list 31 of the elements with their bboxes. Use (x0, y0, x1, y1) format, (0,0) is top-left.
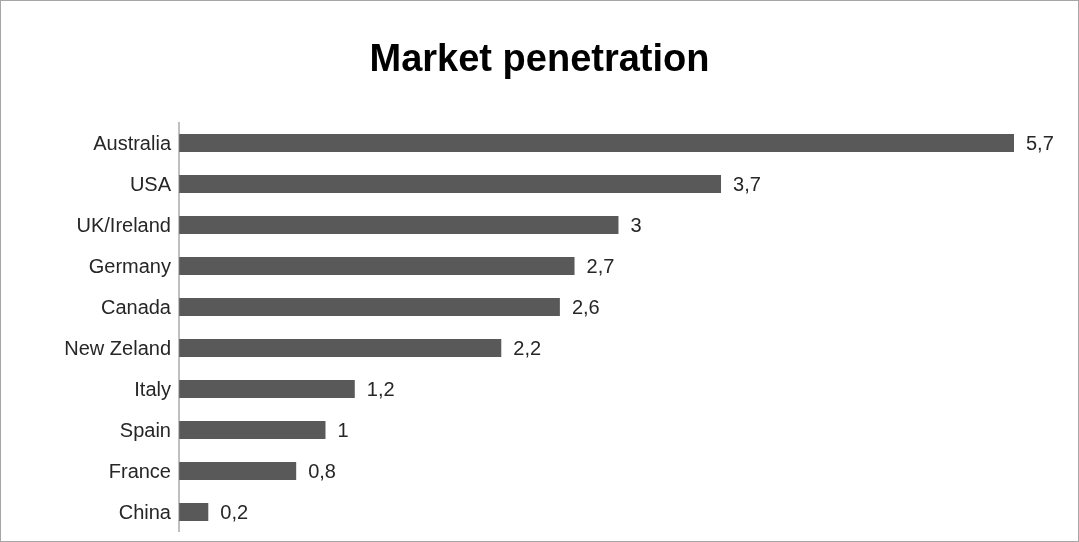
bar (179, 257, 575, 275)
y-tick-label: Canada (100, 295, 172, 318)
y-tick-label: Australia (93, 131, 172, 154)
bar (179, 216, 619, 234)
data-label: 2,7 (586, 255, 615, 278)
chart-title: Market penetration (368, 37, 711, 80)
y-tick-label: Germany (88, 254, 171, 277)
y-tick-label: Spain (119, 418, 171, 441)
bar (179, 175, 722, 193)
data-label: 2,6 (571, 296, 600, 319)
bar (179, 503, 209, 521)
bar (179, 298, 560, 316)
data-label: 1,2 (366, 378, 395, 401)
y-tick-label: New Zeland (64, 336, 171, 359)
data-label: 1 (337, 419, 349, 442)
bar (179, 380, 355, 398)
y-tick-label: Italy (134, 377, 171, 400)
bar (179, 421, 326, 439)
y-tick-label: USA (129, 172, 172, 195)
data-label: 3 (630, 214, 642, 237)
bar (179, 134, 1014, 152)
data-label: 3,7 (733, 173, 761, 196)
data-label: 0,8 (308, 460, 337, 483)
data-label: 5,7 (1026, 132, 1054, 155)
data-label: 2,2 (513, 337, 542, 360)
y-tick-label: France (108, 459, 171, 482)
bar (179, 339, 502, 357)
y-tick-label: UK/Ireland (76, 213, 171, 236)
bar (179, 462, 297, 480)
y-tick-label: China (118, 500, 172, 523)
data-label: 0,2 (220, 501, 249, 524)
